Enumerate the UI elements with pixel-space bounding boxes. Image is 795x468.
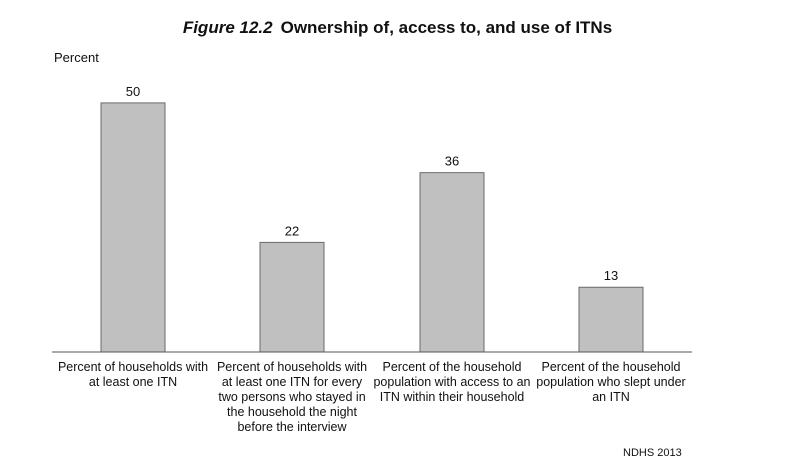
chart-title: Figure 12.2 Ownership of, access to, and … (0, 18, 795, 38)
source-note: NDHS 2013 (623, 447, 682, 459)
category-label-2: Percent of households with at least one … (216, 360, 368, 434)
category-label-3: Percent of the household population with… (373, 360, 531, 404)
bar-1 (100, 102, 166, 353)
data-label-2: 22 (285, 223, 299, 238)
figure-title: Ownership of, access to, and use of ITNs (280, 18, 613, 37)
data-label-1: 50 (126, 84, 140, 99)
y-axis-label: Percent (54, 50, 99, 65)
data-label-3: 36 (445, 154, 459, 169)
figure-number: Figure 12.2 (182, 18, 273, 37)
category-label-4: Percent of the household population who … (536, 360, 686, 404)
data-label-4: 13 (604, 268, 618, 283)
bar-2 (259, 241, 325, 353)
category-label-1: Percent of households with at least one … (57, 360, 209, 389)
bar-4 (578, 286, 644, 353)
bar-3 (419, 172, 485, 353)
